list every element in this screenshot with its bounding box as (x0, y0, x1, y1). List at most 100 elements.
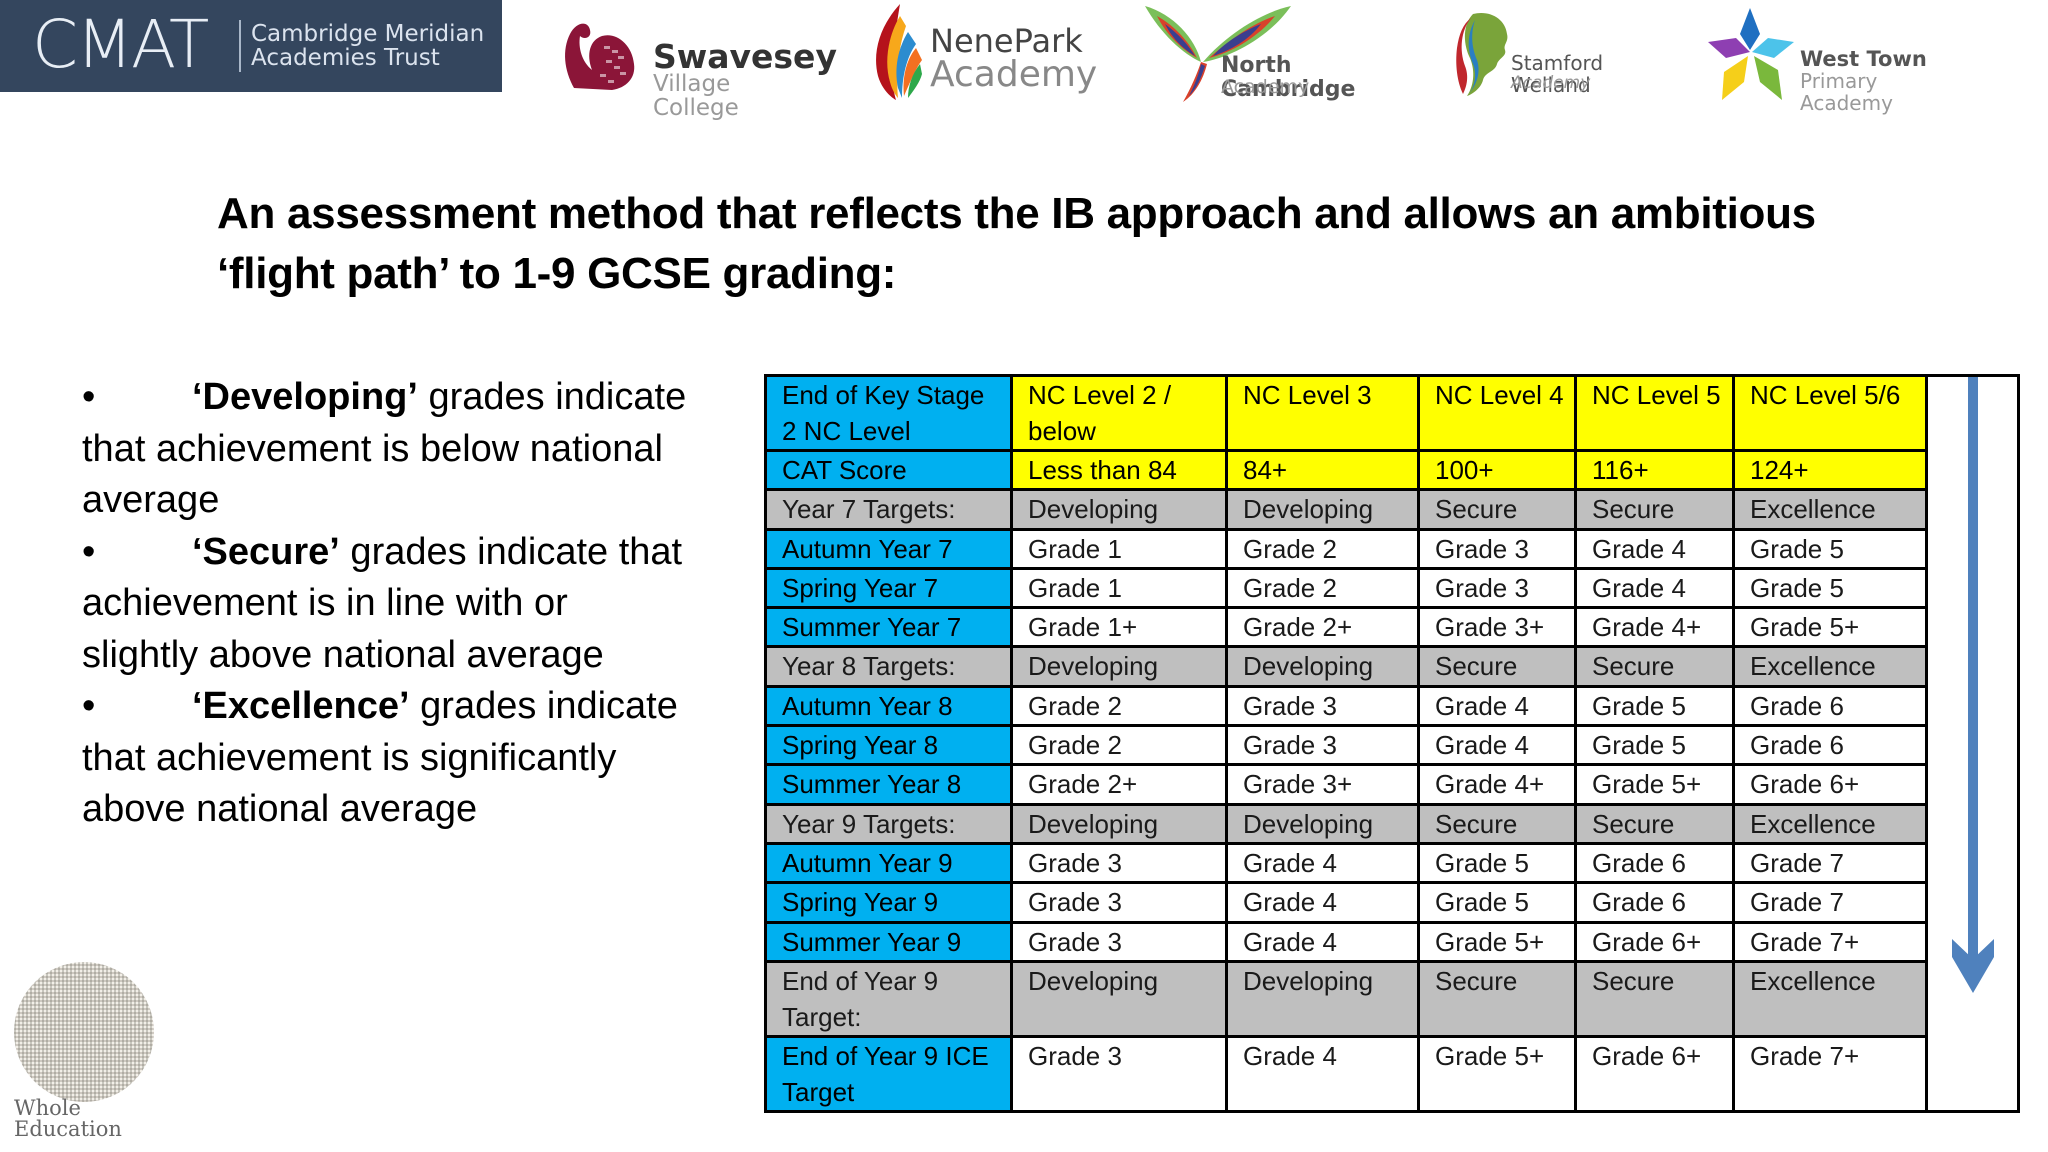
table-cell: Secure (1417, 959, 1577, 1038)
table-cell: Grade 1+ (1010, 606, 1228, 649)
table-row-term: Autumn Year 8 Grade 2 Grade 3 Grade 4 Grade … (764, 684, 2019, 728)
table-cell: Grade 3 (1010, 841, 1228, 885)
lion-head-icon (1456, 12, 1508, 96)
table-cell: Grade 5 (1417, 881, 1577, 924)
cell-text: End of Year 9 ICE (782, 1040, 989, 1071)
header-label-cell: End of Key Stage 2 NC Level (764, 374, 1013, 452)
bullet-text: grades indicate (417, 376, 687, 418)
table-cell: Grade 3+ (1225, 763, 1420, 806)
row-label-cell: Year 8 Targets: (764, 645, 1013, 688)
table-cell: Grade 3 (1225, 724, 1420, 767)
table-cell: Grade 1 (1010, 566, 1228, 610)
whole-education-line1: Whole (14, 1096, 81, 1120)
table-cell: Grade 5+ (1574, 763, 1735, 806)
table-cell: Grade 3 (1010, 920, 1228, 963)
down-arrow-icon (1952, 377, 1994, 993)
flight-path-table: End of Key Stage 2 NC Level NC Level 2 /… (764, 374, 2020, 1113)
stamford-welland-logo: Stamford Welland Academy (1455, 10, 1675, 100)
table-cell: Developing (1010, 488, 1228, 531)
table-cell: Grade 5 (1732, 527, 1928, 570)
table-cell: Developing (1010, 959, 1228, 1038)
cmat-logo-line2: Academies Trust (251, 45, 440, 71)
table-cell: Grade 4 (1417, 684, 1577, 728)
table-cell: Secure (1574, 959, 1735, 1038)
table-cell: Excellence (1732, 645, 1928, 688)
table-cell: Grade 4 (1417, 724, 1577, 767)
bullet-text: achievement is in line with or (82, 582, 568, 624)
table-cell: Developing (1225, 802, 1420, 845)
row-label-cell: End of Year 9 Target: (764, 959, 1013, 1038)
table-cell: Secure (1417, 488, 1577, 531)
west-town-logo: West Town Primary Academy (1706, 6, 1976, 114)
cmat-logo-divider (239, 20, 241, 72)
table-cell: Grade 4 (1225, 841, 1420, 885)
table-cell: Grade 1 (1010, 527, 1228, 570)
table-row-term: Autumn Year 9 Grade 3 Grade 4 Grade 5 Grade … (764, 841, 2019, 885)
whole-education-line2: Education (14, 1117, 122, 1141)
cell-text: NC Level 2 / (1028, 380, 1172, 410)
progression-arrow-cell (1925, 374, 2020, 1113)
cell-text: NC Level 4 (1435, 380, 1564, 410)
whole-education-logo: Whole Education (10, 956, 160, 1152)
page-title: An assessment method that reflects the I… (217, 184, 1917, 304)
table-cell: Grade 5+ (1417, 1034, 1577, 1113)
table-cell: Grade 3 (1417, 527, 1577, 570)
table-cell: Grade 7 (1732, 841, 1928, 885)
table-cell: Grade 3 (1010, 1034, 1228, 1113)
table-cell: Grade 3 (1417, 566, 1577, 610)
table-cell: Secure (1574, 802, 1735, 845)
table-cell: Excellence (1732, 488, 1928, 531)
page-title-line1: An assessment method that reflects the I… (217, 189, 1816, 238)
table-cell: Grade 2 (1225, 566, 1420, 610)
table-cell: Grade 5 (1574, 724, 1735, 767)
table-cell: Grade 5 (1574, 684, 1735, 728)
bullet-excellence: ‘Excellence’ grades indicate that achiev… (82, 681, 702, 836)
bullet-text: grades indicate (409, 685, 678, 727)
table-cell: Excellence (1732, 959, 1928, 1038)
table-cell: Secure (1417, 802, 1577, 845)
west-town-logo-sub: Primary Academy (1800, 69, 1893, 115)
header-col-cell: NC Level 5/6 (1732, 374, 1928, 452)
table-row-term: Autumn Year 7 Grade 1 Grade 2 Grade 3 Grade … (764, 527, 2019, 570)
table-cell: Grade 6 (1732, 724, 1928, 767)
table-header-row: End of Key Stage 2 NC Level NC Level 2 /… (764, 374, 2020, 1113)
bullet-text: grades indicate that (339, 530, 683, 573)
swavesey-logo-sub: Village College (653, 71, 739, 121)
table-cell: Secure (1574, 488, 1735, 531)
bullet-icon (82, 527, 192, 579)
row-label-cell: Year 7 Targets: (764, 488, 1013, 531)
row-label-cell: Autumn Year 9 (764, 841, 1013, 885)
table-cell: Grade 2 (1225, 527, 1420, 570)
table-row-cat-score: CAT Score Less than 84 84+ 100+ 116+ 124… (764, 448, 2019, 492)
bullet-text: that achievement is below national (82, 427, 663, 470)
page-title-line2: ‘flight path’ to 1-9 GCSE grading: (217, 249, 897, 298)
row-label-cell: Spring Year 8 (764, 724, 1013, 767)
table-cell: Grade 7+ (1732, 1034, 1928, 1113)
nenepark-logo-name: NenePark (930, 22, 1083, 60)
table-cell: Grade 2+ (1010, 763, 1228, 806)
row-label-cell: End of Year 9 ICE Target (764, 1034, 1013, 1113)
table-cell: Grade 6 (1732, 684, 1928, 728)
table-cell: Developing (1010, 645, 1228, 688)
swavesey-logo-name: Swavesey (653, 37, 837, 76)
nenepark-logo-sub: Academy (930, 54, 1098, 95)
bullet-term: ‘Developing’ (192, 376, 418, 418)
cell-text: End of Key Stage (782, 380, 985, 410)
row-label-cell: Spring Year 9 (764, 881, 1013, 924)
table-cell: Grade 4 (1574, 566, 1735, 610)
table-cell: Developing (1225, 488, 1420, 531)
table-row-targets: Year 9 Targets: Developing Developing Secur… (764, 802, 2019, 845)
swavesey-logo: Swavesey Village College (556, 10, 837, 120)
bullet-text: slightly above national average (82, 633, 604, 676)
cell-text: below (1028, 416, 1096, 446)
table-cell: Grade 6 (1574, 841, 1735, 885)
table-cell: Grade 4+ (1417, 763, 1577, 806)
row-label-cell: Summer Year 8 (764, 763, 1013, 806)
table-cell: Secure (1574, 645, 1735, 688)
cell-text: NC Level 3 (1243, 380, 1372, 410)
cmat-logo-subtitle: Cambridge Meridian Academies Trust (251, 22, 484, 70)
table-cell: Grade 4 (1225, 881, 1420, 924)
header-col-cell: NC Level 5 (1574, 374, 1735, 452)
table-cell: Developing (1010, 802, 1228, 845)
table-cell: Excellence (1732, 802, 1928, 845)
